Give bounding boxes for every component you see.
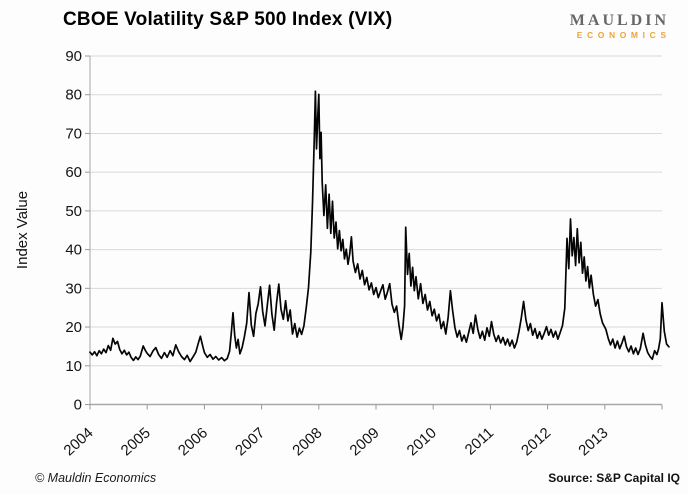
x-axis-label-2005: 2005 <box>118 424 154 459</box>
y-axis-label-20: 20 <box>65 319 82 336</box>
y-axis-label-0: 0 <box>74 397 82 414</box>
y-axis-title: Index Value <box>14 191 31 269</box>
x-axis-label-2013: 2013 <box>575 424 611 459</box>
y-axis-label-40: 40 <box>65 242 82 259</box>
x-axis-label-2010: 2010 <box>404 424 440 459</box>
source-attribution-text: Source: S&P Capital IQ <box>548 471 680 485</box>
x-axis-label-2008: 2008 <box>289 424 325 459</box>
y-axis-label-30: 30 <box>65 280 82 297</box>
x-axis-label-2009: 2009 <box>346 424 382 459</box>
copyright-text: © Mauldin Economics <box>35 471 157 485</box>
y-axis-label-80: 80 <box>65 87 82 104</box>
vix-series-line <box>89 90 670 363</box>
y-axis-label-50: 50 <box>65 203 82 220</box>
x-axis-label-2012: 2012 <box>518 424 554 459</box>
y-axis-label-70: 70 <box>65 125 82 142</box>
x-axis-label-2004: 2004 <box>60 424 96 459</box>
y-axis-label-10: 10 <box>65 358 82 375</box>
logo-wordmark-economics: ECONOMICS <box>576 30 671 40</box>
mauldin-economics-logo: MAULDIN ECONOMICS <box>570 13 666 40</box>
x-axis-label-2007: 2007 <box>232 424 268 459</box>
y-axis-label-90: 90 <box>65 48 82 65</box>
chart-title: CBOE Volatility S&P 500 Index (VIX) <box>63 9 393 30</box>
y-axis-label-60: 60 <box>65 164 82 181</box>
x-axis-label-2011: 2011 <box>462 424 497 458</box>
logo-wordmark-mauldin: MAULDIN <box>569 12 669 29</box>
x-axis-label-2006: 2006 <box>175 424 211 459</box>
